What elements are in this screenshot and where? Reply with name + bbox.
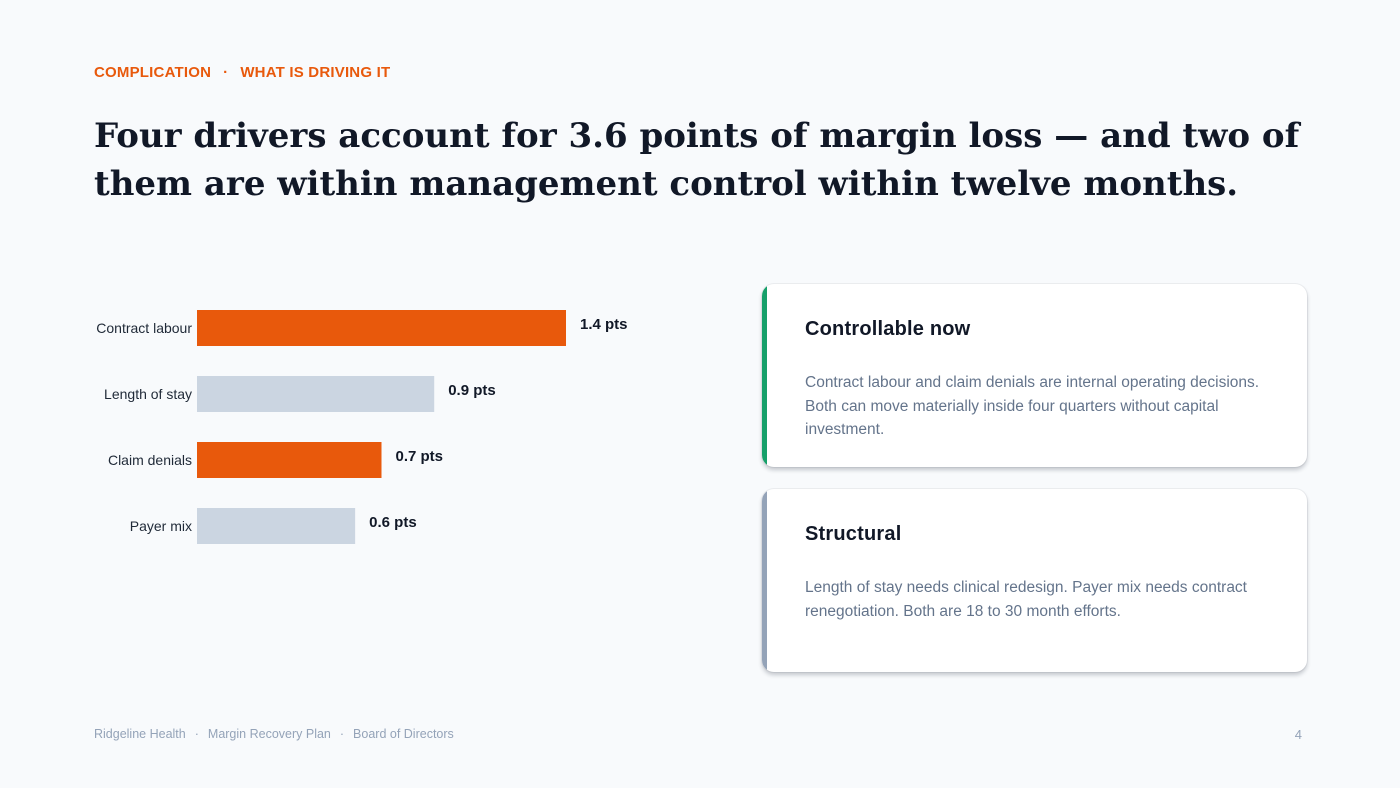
eyebrow-separator: ·: [223, 64, 229, 81]
category-label: Payer mix: [130, 518, 192, 534]
card-controllable: Controllable now Contract labour and cla…: [762, 284, 1307, 467]
footer-sep: ·: [194, 727, 199, 741]
bar: [197, 442, 382, 478]
footer-sep: ·: [339, 727, 345, 741]
bar-chart-svg: Contract labour 1.4 pts Length of stay 0.9 …: [96, 310, 628, 544]
card-heading: Structural: [805, 523, 902, 545]
value-label: 0.6 pts: [369, 514, 417, 531]
category-label: Length of stay: [104, 386, 192, 402]
footer-org: Ridgeline Health: [94, 727, 186, 741]
card-accent-structural: [762, 489, 767, 672]
eyebrow: COMPLICATION · WHAT IS DRIVING IT: [94, 64, 390, 81]
bar: [197, 376, 435, 412]
bar: [197, 310, 566, 346]
category-label: Claim denials: [108, 452, 192, 468]
value-label: 1.4 pts: [580, 316, 628, 333]
value-label: 0.7 pts: [396, 448, 444, 465]
slide-title: Four drivers account for 3.6 points of m…: [94, 116, 1300, 204]
driver-bar-chart: Contract labour 1.4 pts Length of stay 0.9 …: [60, 300, 680, 560]
card-body: Length of stay needs clinical redesign. …: [805, 579, 1247, 620]
eyebrow-topic: WHAT IS DRIVING IT: [240, 64, 391, 81]
eyebrow-section: COMPLICATION: [94, 64, 212, 81]
footer-deck: Margin Recovery Plan: [207, 727, 331, 741]
bar: [197, 508, 356, 544]
category-label: Contract labour: [96, 320, 192, 336]
card-structural: Structural Length of stay needs clinical…: [762, 489, 1307, 672]
value-label: 0.9 pts: [448, 382, 496, 399]
card-accent-controllable: [762, 284, 767, 467]
card-heading: Controllable now: [805, 318, 971, 340]
card-body: Contract labour and claim denials are in…: [805, 374, 1260, 438]
page-number: 4: [1294, 727, 1302, 742]
footer-audience: Board of Directors: [353, 727, 454, 741]
footer: Ridgeline Health · Margin Recovery Plan …: [94, 727, 454, 741]
